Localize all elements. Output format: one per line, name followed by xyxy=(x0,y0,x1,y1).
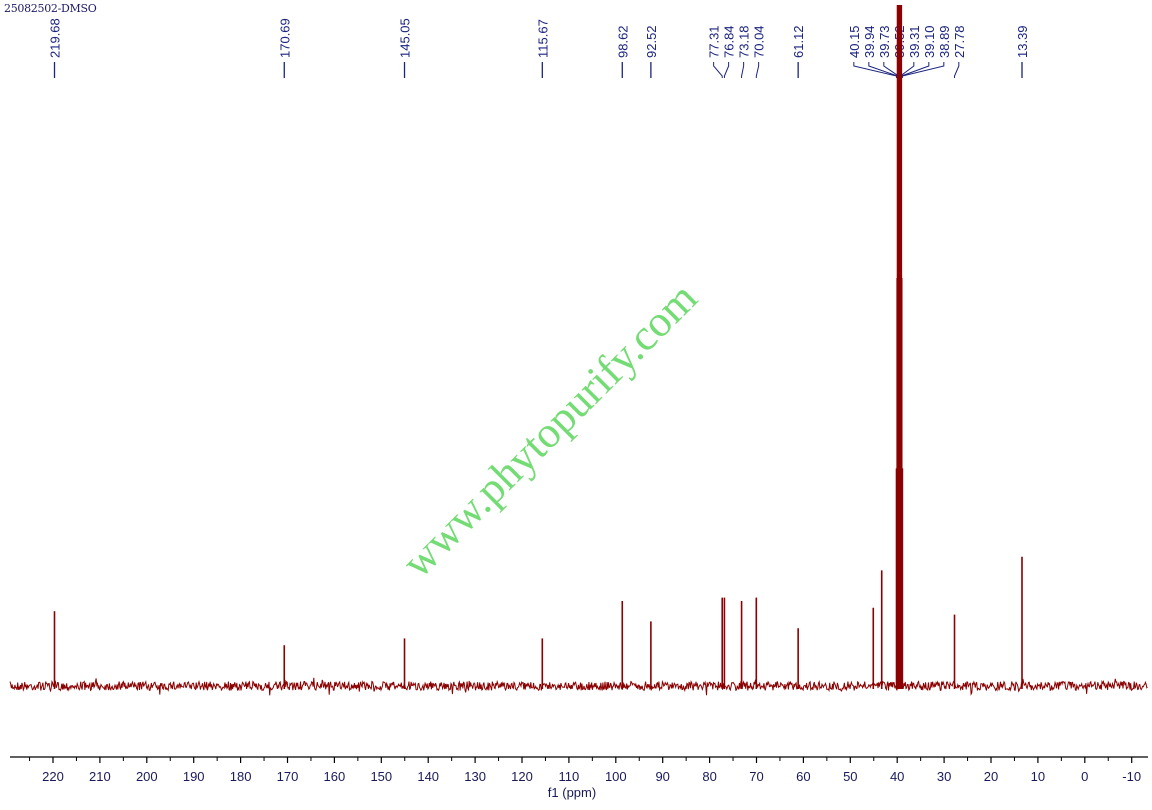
x-tick-label: 80 xyxy=(702,769,716,784)
peak-label: 92.52 xyxy=(644,25,659,58)
x-tick-label: 90 xyxy=(655,769,669,784)
x-tick-label: 10 xyxy=(1031,769,1045,784)
peak-label-leader xyxy=(755,62,760,78)
peak-label: 38.89 xyxy=(937,25,952,58)
x-tick-label: -10 xyxy=(1122,769,1141,784)
x-tick-label: 210 xyxy=(89,769,111,784)
peak-label: 73.18 xyxy=(737,25,752,58)
x-tick-label: 140 xyxy=(417,769,439,784)
peak-label-leader xyxy=(954,62,960,78)
peak-label: 76.84 xyxy=(722,25,737,58)
peak-label: 145.05 xyxy=(398,18,413,58)
peak-label: 98.62 xyxy=(615,25,630,58)
x-tick-label: 220 xyxy=(42,769,64,784)
peak-label: 115.67 xyxy=(535,19,550,58)
baseline-noise xyxy=(9,677,1148,696)
peak-label: 27.78 xyxy=(952,25,967,58)
peak-label: 61.12 xyxy=(791,25,806,58)
peak-label: 13.39 xyxy=(1015,25,1030,58)
x-tick-label: 100 xyxy=(605,769,627,784)
x-tick-label: 200 xyxy=(136,769,158,784)
spectrum-title: 25082502-DMSO xyxy=(4,2,97,15)
x-axis: 220 210 200 190 180 170 160 150 140 130 120 110 100 9… xyxy=(10,756,1148,784)
x-tick-label: 70 xyxy=(749,769,763,784)
peak-label: 39.94 xyxy=(862,25,877,58)
x-tick-label: 130 xyxy=(464,769,486,784)
spectrum-trace xyxy=(9,5,1148,696)
x-tick-label: 0 xyxy=(1081,769,1088,784)
x-tick-label: 110 xyxy=(559,769,580,784)
peak-label-leader xyxy=(713,62,723,78)
x-axis-label: f1 (ppm) xyxy=(548,785,596,800)
x-tick-label: 160 xyxy=(324,769,346,784)
peak-label: 70.04 xyxy=(752,25,767,58)
x-tick-label: 180 xyxy=(230,769,252,784)
peak-label: 40.15 xyxy=(847,25,862,58)
x-tick-label: 60 xyxy=(796,769,810,784)
peak-label: 39.31 xyxy=(907,25,922,58)
solvent-peak xyxy=(896,5,903,686)
peak-label-leader xyxy=(741,62,745,78)
x-tick-label: 190 xyxy=(183,769,205,784)
peak-label: 39.10 xyxy=(922,25,937,58)
peak-label-leader xyxy=(853,62,897,78)
peak-labels: 219.68 170.69 145.05 115.67 98.62 92.52 77.31 7… xyxy=(48,18,1030,78)
watermark: www.phytopurify.com xyxy=(392,273,706,587)
peak-label-leader xyxy=(901,62,945,78)
x-tick-label: 50 xyxy=(843,769,857,784)
peak-label: 170.69 xyxy=(277,18,292,58)
x-tick-label: 40 xyxy=(890,769,904,784)
peak-label: 219.68 xyxy=(48,18,63,58)
peak-label: 39.73 xyxy=(877,25,892,58)
peak-label: 77.31 xyxy=(707,25,722,58)
x-tick-label: 20 xyxy=(984,769,998,784)
x-tick-label: 30 xyxy=(937,769,951,784)
x-tick-label: 120 xyxy=(511,769,533,784)
x-tick-label: 150 xyxy=(370,769,392,784)
peak-label-leader xyxy=(723,62,730,78)
x-tick-label: 170 xyxy=(277,769,299,784)
